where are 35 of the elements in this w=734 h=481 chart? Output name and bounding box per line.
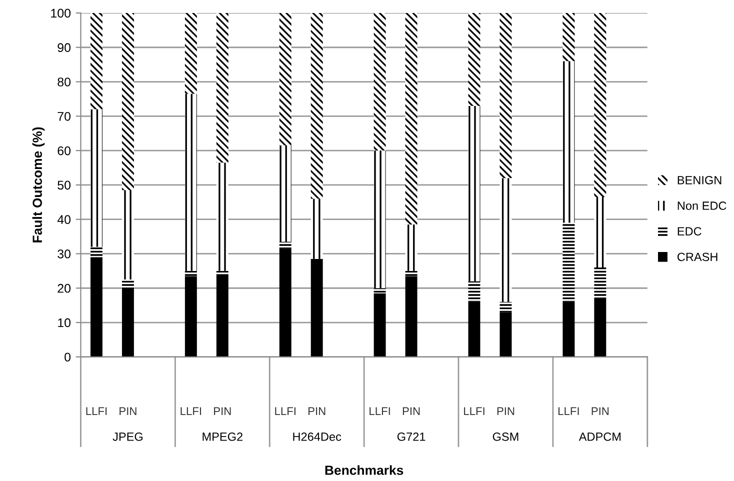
y-tick-label: 70 [58, 112, 71, 121]
y-tick-label: 90 [58, 43, 71, 52]
legend-label: BENIGN [678, 176, 722, 184]
y-tick-label: 50 [58, 180, 71, 190]
legend-label: CRASH [678, 252, 718, 262]
legend-label: EDC [678, 227, 702, 236]
text: MPEG2 [202, 432, 242, 441]
y-tick-label: 80 [58, 78, 71, 86]
text: JPEG [112, 432, 142, 441]
text: ADPCM [578, 432, 621, 441]
legend-label: Non EDC [678, 202, 726, 210]
y-tick-label: 100 [51, 8, 71, 18]
x-tick-label: PIN [120, 407, 136, 415]
x-tick-label: LLFI [464, 407, 484, 415]
x-tick-label: LLFI [275, 407, 296, 415]
y-tick-label: 10 [58, 318, 71, 328]
y-tick-label: 0 [64, 352, 71, 362]
y-axis-title: Fault Outcome (%) [32, 127, 45, 242]
y-tick-label: 40 [57, 215, 71, 224]
x-tick-label: LLFI [180, 407, 202, 415]
y-tick-label: 30 [58, 250, 71, 258]
text: G721 [397, 432, 426, 441]
text: H264Dec [293, 432, 342, 441]
x-tick-label: PIN [214, 407, 231, 415]
x-tick-label: LLFI [558, 407, 579, 415]
y-tick-label: 20 [58, 284, 71, 293]
text: GSM [492, 432, 518, 441]
x-tick-label: PIN [592, 407, 609, 415]
x-tick-label: LLFI [86, 407, 107, 415]
x-tick-label: LLFI [370, 407, 390, 415]
x-tick-label: PIN [308, 407, 326, 415]
x-tick-label: PIN [497, 407, 514, 415]
y-tick-label: 60 [58, 146, 71, 156]
x-axis-title: Benchmarks [325, 465, 404, 475]
x-tick-label: PIN [402, 407, 420, 415]
